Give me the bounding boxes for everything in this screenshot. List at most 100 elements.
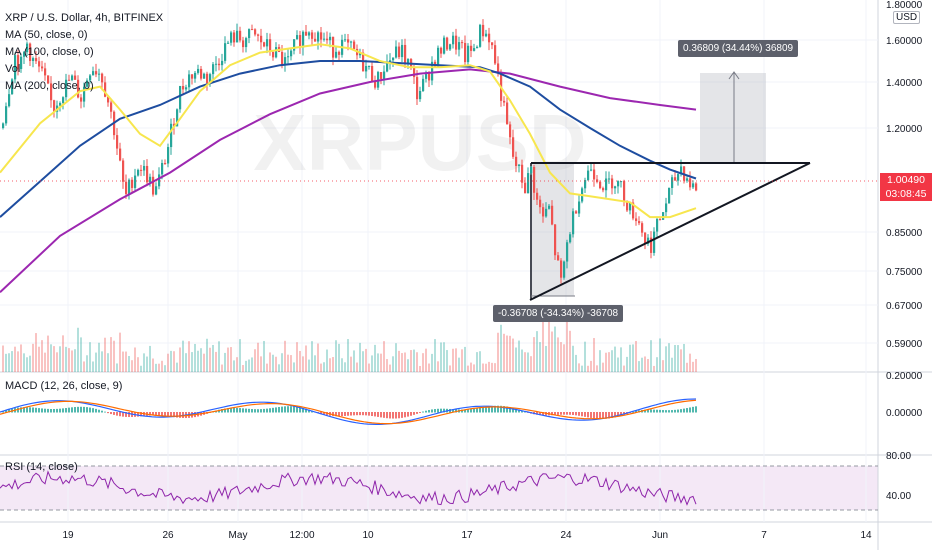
macd-histogram-bar bbox=[221, 409, 223, 413]
volume-bar bbox=[194, 343, 196, 372]
volume-bar bbox=[527, 352, 529, 372]
volume-bar bbox=[662, 360, 664, 372]
macd-histogram-bar bbox=[263, 408, 265, 413]
candle-body bbox=[368, 66, 371, 68]
volume-bar bbox=[188, 341, 190, 372]
macd-histogram-bar bbox=[347, 412, 349, 416]
candle-body bbox=[65, 79, 68, 98]
macd-histogram-bar bbox=[497, 405, 499, 413]
macd-histogram-bar bbox=[587, 412, 589, 418]
volume-bar bbox=[14, 346, 16, 372]
volume-bar bbox=[626, 356, 628, 372]
volume-bar bbox=[23, 353, 25, 372]
candle-body bbox=[119, 148, 122, 161]
macd-histogram-bar bbox=[35, 407, 37, 413]
volume-bar bbox=[80, 337, 82, 372]
volume-bar bbox=[428, 363, 430, 372]
candle-body bbox=[92, 71, 95, 76]
volume-bar bbox=[125, 351, 127, 372]
macd-histogram-bar bbox=[596, 412, 598, 419]
candle-body bbox=[389, 60, 392, 62]
macd-histogram-bar bbox=[332, 412, 334, 417]
candle-body bbox=[218, 63, 221, 66]
macd-line bbox=[0, 398, 697, 425]
macd-histogram-bar bbox=[461, 409, 463, 413]
macd-histogram-bar bbox=[653, 409, 655, 413]
candle-body bbox=[212, 64, 215, 75]
candle-body bbox=[548, 205, 551, 209]
volume-bar bbox=[617, 357, 619, 372]
volume-bar bbox=[212, 344, 214, 372]
macd-histogram-bar bbox=[257, 409, 259, 413]
price-unit-label[interactable]: USD bbox=[893, 11, 921, 24]
macd-histogram-bar bbox=[41, 408, 43, 413]
macd-histogram-bar bbox=[47, 408, 49, 413]
candle-body bbox=[392, 57, 395, 61]
macd-histogram-bar bbox=[56, 408, 58, 413]
macd-histogram-bar bbox=[695, 406, 697, 413]
macd-histogram-bar bbox=[5, 410, 7, 413]
candle-body bbox=[50, 83, 53, 101]
volume-bar bbox=[17, 351, 19, 372]
macd-histogram-bar bbox=[635, 411, 637, 413]
macd-histogram-bar bbox=[95, 408, 97, 413]
volume-bar bbox=[83, 361, 85, 372]
macd-histogram-bar bbox=[440, 408, 442, 413]
volume-bar bbox=[464, 346, 466, 372]
candle-body bbox=[182, 86, 185, 90]
candle-body bbox=[398, 46, 401, 58]
volume-bar bbox=[518, 340, 520, 372]
candle-body bbox=[203, 73, 206, 79]
macd-histogram-bar bbox=[149, 412, 151, 416]
volume-bar bbox=[404, 352, 406, 372]
candle-body bbox=[284, 57, 287, 65]
candle-body bbox=[131, 179, 134, 188]
volume-bar bbox=[410, 350, 412, 372]
candle-body bbox=[575, 211, 578, 214]
candle-body bbox=[200, 68, 203, 79]
volume-bar bbox=[506, 335, 508, 372]
macd-histogram-bar bbox=[404, 412, 406, 418]
macd-histogram-bar bbox=[371, 412, 373, 417]
volume-bar bbox=[560, 342, 562, 372]
candle-body bbox=[614, 186, 617, 189]
volume-bar bbox=[335, 340, 337, 372]
candle-body bbox=[17, 55, 20, 69]
candle-body bbox=[299, 35, 302, 48]
legend-ma200: MA (200, close, 0) bbox=[5, 80, 94, 92]
candle-body bbox=[695, 183, 698, 191]
macd-histogram-bar bbox=[500, 405, 502, 413]
volume-bar bbox=[269, 352, 271, 372]
candle-body bbox=[467, 45, 470, 63]
volume-bar bbox=[248, 359, 250, 372]
candle-body bbox=[518, 164, 521, 166]
candle-body bbox=[194, 72, 197, 79]
volume-bar bbox=[503, 333, 505, 372]
time-tick-label: Jun bbox=[652, 530, 668, 541]
macd-tick-label: 0.00000 bbox=[886, 408, 923, 419]
candle-body bbox=[497, 63, 500, 73]
volume-bar bbox=[695, 358, 697, 372]
macd-histogram-bar bbox=[8, 409, 10, 413]
volume-bar bbox=[332, 357, 334, 372]
volume-bar bbox=[602, 362, 604, 372]
macd-histogram-bar bbox=[23, 407, 25, 413]
candle-body bbox=[413, 66, 416, 78]
volume-bar bbox=[665, 346, 667, 372]
volume-bar bbox=[497, 332, 499, 372]
volume-bar bbox=[350, 356, 352, 372]
macd-histogram-bar bbox=[539, 412, 541, 416]
volume-bar bbox=[155, 363, 157, 372]
volume-bar bbox=[68, 348, 70, 372]
candle-body bbox=[239, 30, 242, 41]
candle-body bbox=[320, 32, 323, 40]
volume-bar bbox=[161, 360, 163, 372]
volume-bar bbox=[2, 345, 4, 372]
volume-bar bbox=[173, 351, 175, 372]
candle-body bbox=[371, 66, 374, 82]
macd-histogram-bar bbox=[407, 412, 409, 417]
macd-histogram-bar bbox=[683, 408, 685, 413]
macd-histogram-bar bbox=[116, 412, 118, 416]
volume-bar bbox=[401, 353, 403, 372]
